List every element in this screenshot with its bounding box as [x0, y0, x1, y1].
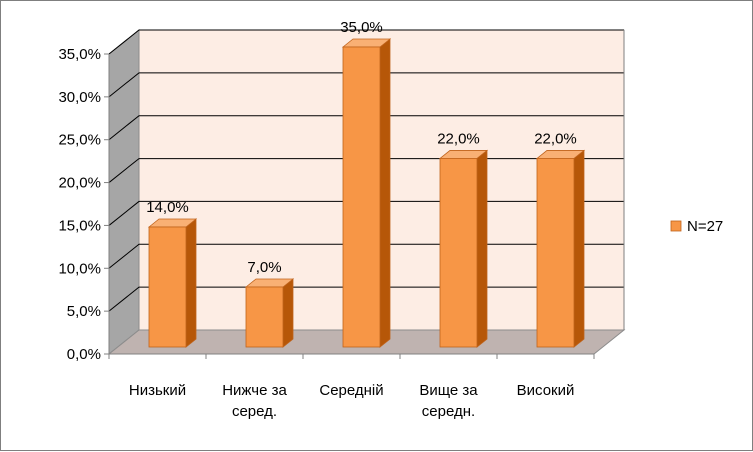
- x-category-label: Середній: [319, 382, 383, 399]
- bar: [147, 218, 198, 348]
- gridline: [108, 115, 624, 141]
- x-category-label-line: Низький: [129, 382, 186, 399]
- bar-side: [282, 278, 294, 348]
- bars: [147, 38, 586, 348]
- x-category-label-line: Вище за: [419, 382, 478, 399]
- y-axis: 0,0% 5,0% 10,0% 15,0% 20,0% 25,0% 30,0% 35,0%: [58, 46, 110, 363]
- data-labels: 14,0% 7,0% 35,0% 22,0% 22,0%: [146, 19, 577, 276]
- y-tick-label: 30,0%: [58, 89, 101, 106]
- y-tick-label: 20,0%: [58, 175, 101, 192]
- data-label: 7,0%: [247, 259, 281, 276]
- gridline: [108, 29, 624, 55]
- y-tick-label: 0,0%: [67, 346, 101, 363]
- x-category-label: Вище за середн.: [419, 382, 478, 420]
- x-axis: Низький Нижче за серед. Середній Вище за сере…: [108, 353, 595, 420]
- x-category-label: Низький: [129, 382, 186, 399]
- data-label: 22,0%: [437, 130, 480, 147]
- bar-side: [573, 149, 585, 348]
- x-category-label-line: серед.: [232, 403, 277, 420]
- data-label: 22,0%: [534, 130, 577, 147]
- legend: N=27: [670, 218, 723, 235]
- x-category-label-line: Високий: [517, 382, 575, 399]
- y-tick-label: 5,0%: [67, 303, 101, 320]
- data-label: 35,0%: [340, 19, 383, 36]
- side-wall: [108, 28, 140, 356]
- bar-side: [476, 149, 488, 348]
- bar-front: [536, 158, 575, 348]
- bar: [341, 38, 392, 348]
- bar-front: [439, 158, 478, 348]
- x-category-label-line: Середній: [319, 382, 383, 399]
- legend-label: N=27: [687, 218, 723, 235]
- bar-front: [342, 46, 381, 348]
- bar-front: [245, 286, 284, 348]
- x-category-label-line: Нижче за: [222, 382, 287, 399]
- y-tick-label: 35,0%: [58, 46, 101, 63]
- legend-swatch: [670, 220, 682, 232]
- bar: [244, 278, 295, 348]
- bar-side: [185, 218, 197, 348]
- bar-front: [148, 226, 187, 348]
- gridline: [108, 72, 624, 98]
- bar: [535, 149, 586, 348]
- x-category-label: Високий: [517, 382, 575, 399]
- bar-side: [379, 38, 391, 348]
- y-tick-label: 10,0%: [58, 260, 101, 277]
- x-category-label: Нижче за серед.: [222, 382, 287, 420]
- data-label: 14,0%: [146, 199, 189, 216]
- x-category-label-line: середн.: [422, 403, 475, 420]
- y-tick-label: 15,0%: [58, 217, 101, 234]
- y-tick-label: 25,0%: [58, 132, 101, 149]
- bar: [438, 149, 489, 348]
